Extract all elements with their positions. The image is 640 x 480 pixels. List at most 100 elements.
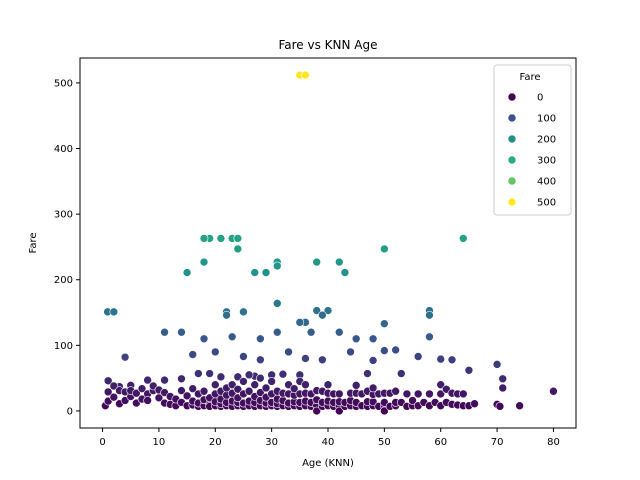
- data-point-1: [301, 70, 310, 80]
- data-point-162: [267, 377, 276, 386]
- chart-title: Fare vs KNN Age: [278, 38, 377, 52]
- data-point-37: [334, 327, 344, 337]
- data-point-6: [233, 234, 243, 243]
- legend-marker-100: [507, 113, 517, 123]
- data-point-72: [143, 375, 152, 385]
- data-point-146: [244, 370, 254, 380]
- data-point-41: [351, 334, 361, 344]
- x-axis-label: Age (KNN): [302, 458, 354, 469]
- data-point-186: [301, 380, 310, 390]
- data-point-31: [295, 318, 305, 327]
- data-point-71: [160, 375, 169, 385]
- data-point-78: [103, 387, 113, 397]
- data-point-40: [256, 334, 265, 344]
- data-point-178: [289, 384, 299, 393]
- data-point-35: [177, 327, 186, 337]
- data-point-7: [199, 234, 209, 243]
- x-tick-label-70: 70: [491, 437, 504, 448]
- data-point-32: [380, 319, 389, 328]
- data-point-54: [391, 345, 400, 355]
- data-point-14: [340, 268, 350, 277]
- x-tick-label-80: 80: [547, 437, 560, 448]
- data-point-47: [239, 352, 248, 361]
- data-point-44: [120, 352, 130, 362]
- data-point-200: [323, 380, 333, 390]
- data-point-69: [194, 369, 203, 378]
- data-point-266: [549, 386, 558, 396]
- data-point-103: [177, 386, 186, 395]
- data-point-67: [216, 372, 226, 382]
- data-point-122: [210, 380, 220, 390]
- data-point-8: [380, 244, 389, 254]
- data-point-24: [323, 306, 333, 315]
- data-point-18: [272, 261, 282, 271]
- data-point-23: [312, 306, 322, 315]
- data-point-66: [233, 372, 243, 382]
- data-point-12: [199, 257, 209, 267]
- data-point-39: [199, 334, 209, 344]
- data-point-53: [380, 346, 389, 355]
- data-point-134: [227, 380, 237, 390]
- legend-title: Fare: [519, 72, 540, 83]
- data-point-45: [188, 350, 198, 359]
- data-point-92: [143, 396, 152, 405]
- data-point-9: [233, 244, 243, 254]
- x-tick-label-50: 50: [378, 437, 391, 448]
- data-point-241: [408, 396, 417, 405]
- data-point-22: [239, 307, 248, 317]
- data-point-250: [436, 380, 446, 390]
- data-point-80: [109, 381, 119, 391]
- data-point-258: [458, 389, 468, 399]
- data-point-59: [464, 365, 474, 375]
- data-point-10: [312, 257, 322, 267]
- data-point-36: [272, 327, 282, 337]
- y-tick-label-100: 100: [54, 341, 73, 352]
- x-tick-label-20: 20: [209, 437, 222, 448]
- data-point-262: [495, 402, 505, 411]
- data-point-106: [182, 391, 192, 401]
- legend-marker-300: [507, 155, 517, 165]
- data-point-243: [413, 389, 423, 399]
- data-point-15: [250, 268, 260, 277]
- legend-marker-200: [507, 134, 517, 144]
- legend: Fare 0 100 200 300 400 500: [493, 64, 572, 216]
- y-tick-label-500: 500: [54, 78, 73, 89]
- y-tick-label-300: 300: [54, 210, 73, 221]
- data-point-16: [261, 268, 271, 277]
- data-point-70: [177, 374, 186, 384]
- data-point-27: [425, 310, 434, 320]
- data-point-150: [250, 380, 260, 390]
- data-point-50: [301, 354, 310, 363]
- data-point-142: [239, 377, 248, 386]
- data-point-57: [447, 355, 457, 365]
- data-point-56: [436, 354, 446, 364]
- legend-box: [493, 64, 572, 216]
- legend-marker-400: [507, 176, 517, 186]
- data-point-108: [188, 384, 198, 393]
- data-point-42: [368, 334, 378, 344]
- data-point-60: [396, 369, 406, 378]
- data-point-2: [458, 234, 468, 243]
- data-point-51: [318, 355, 327, 365]
- x-tick-label-0: 0: [99, 437, 105, 448]
- y-tick-label-400: 400: [54, 144, 73, 155]
- data-point-265: [515, 401, 524, 411]
- legend-entries: 0 100 200 300 400 500: [507, 93, 556, 209]
- data-point-145: [244, 386, 254, 396]
- data-point-55: [413, 352, 423, 361]
- data-point-154: [256, 373, 265, 383]
- data-point-239: [402, 389, 412, 399]
- data-point-38: [227, 332, 237, 342]
- data-point-115: [199, 386, 209, 396]
- data-point-153: [256, 388, 265, 397]
- data-point-48: [256, 355, 265, 365]
- legend-marker-500: [507, 197, 517, 207]
- y-tick-label-0: 0: [67, 406, 73, 417]
- x-tick-label-10: 10: [153, 437, 166, 448]
- data-point-88: [132, 388, 141, 398]
- data-point-79: [109, 392, 119, 402]
- plot-frame: [79, 57, 577, 429]
- legend-label-500: 500: [537, 198, 556, 209]
- data-point-34: [160, 327, 169, 337]
